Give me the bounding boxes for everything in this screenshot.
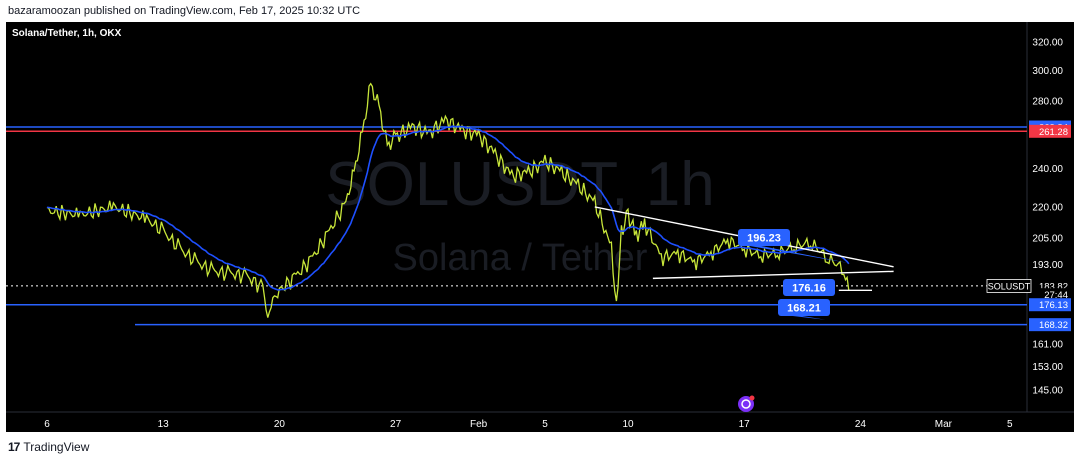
symbol-label: SOLUSDT xyxy=(988,281,1031,291)
annotation-label-0: 196.23 xyxy=(747,233,781,245)
x-tick-7: 17 xyxy=(739,419,751,430)
x-tick-6: 10 xyxy=(622,419,634,430)
annotation-box-2 xyxy=(778,299,830,316)
price-axis: 320.00 300.00 280.00 240.00 220.00 205.00 193.… xyxy=(1032,38,1063,397)
chart-title: Solana/Tether, 1h, OKX xyxy=(12,28,122,39)
y-tick-2: 280.00 xyxy=(1032,96,1063,107)
y-tick-5: 205.00 xyxy=(1032,233,1063,244)
price-line xyxy=(46,82,850,318)
axis-badge-text-3: 27:44 xyxy=(1044,290,1068,301)
x-tick-1: 13 xyxy=(158,419,170,430)
tradingview-logo-icon: 17 xyxy=(8,440,20,454)
annotation-label-2: 168.21 xyxy=(787,303,821,315)
trendline-1 xyxy=(652,270,894,280)
footer-brand: TradingView xyxy=(23,440,90,454)
x-tick-8: 24 xyxy=(855,419,867,430)
axis-badge-3 xyxy=(1029,288,1071,302)
ema-line xyxy=(46,125,850,291)
axis-badge-text-5: 168.32 xyxy=(1039,320,1068,331)
time-axis: 6 13 20 27 Feb 5 10 17 24 Mar 5 xyxy=(44,419,1013,430)
publish-info: bazaramoozan published on TradingView.co… xyxy=(8,5,361,17)
annotation-box-0 xyxy=(738,229,790,246)
x-tick-0: 6 xyxy=(44,419,50,430)
y-tick-8: 153.00 xyxy=(1032,362,1063,373)
x-tick-9: Mar xyxy=(935,419,953,430)
y-tick-0: 320.00 xyxy=(1032,38,1063,49)
price-axis-labels: 263.84261.28183.8227:44176.13168.32SOLUS… xyxy=(986,120,1071,332)
y-tick-6: 193.00 xyxy=(1032,260,1063,271)
annotation-pointer-2 xyxy=(784,315,826,320)
price-series xyxy=(46,82,850,318)
axis-badge-1 xyxy=(1029,124,1071,138)
y-tick-7: 161.00 xyxy=(1032,340,1063,351)
axis-badge-4 xyxy=(1029,298,1071,312)
indicator-icon[interactable] xyxy=(738,395,755,413)
annotation-box-1 xyxy=(783,279,835,296)
y-tick-9: 145.00 xyxy=(1032,386,1063,397)
watermark-symbol: SOLUSDT, 1h xyxy=(325,150,714,219)
y-tick-1: 300.00 xyxy=(1032,66,1063,77)
axis-badge-text-1: 261.28 xyxy=(1039,127,1068,138)
x-tick-4: Feb xyxy=(470,419,488,430)
chart-background xyxy=(6,22,1074,432)
axis-badge-5 xyxy=(1029,318,1071,332)
axis-badge-text-4: 176.13 xyxy=(1039,300,1068,311)
footer: 17 TradingView xyxy=(8,440,89,454)
axis-badge-text-2: 183.82 xyxy=(1039,281,1068,292)
x-tick-2: 20 xyxy=(274,419,286,430)
annotation-label-1: 176.16 xyxy=(792,283,826,295)
watermark-name: Solana / Tether xyxy=(393,237,648,279)
x-tick-3: 27 xyxy=(390,419,402,430)
y-tick-4: 220.00 xyxy=(1032,202,1063,213)
symbol-badge xyxy=(986,279,1032,293)
y-tick-3: 240.00 xyxy=(1032,164,1063,175)
x-tick-10: 5 xyxy=(1007,419,1013,430)
x-tick-5: 5 xyxy=(542,419,548,430)
horizontal-levels xyxy=(6,126,1027,326)
annotation-pointer-0 xyxy=(744,245,851,264)
price-annotations: 196.23 176.16 168.21 xyxy=(738,229,851,320)
